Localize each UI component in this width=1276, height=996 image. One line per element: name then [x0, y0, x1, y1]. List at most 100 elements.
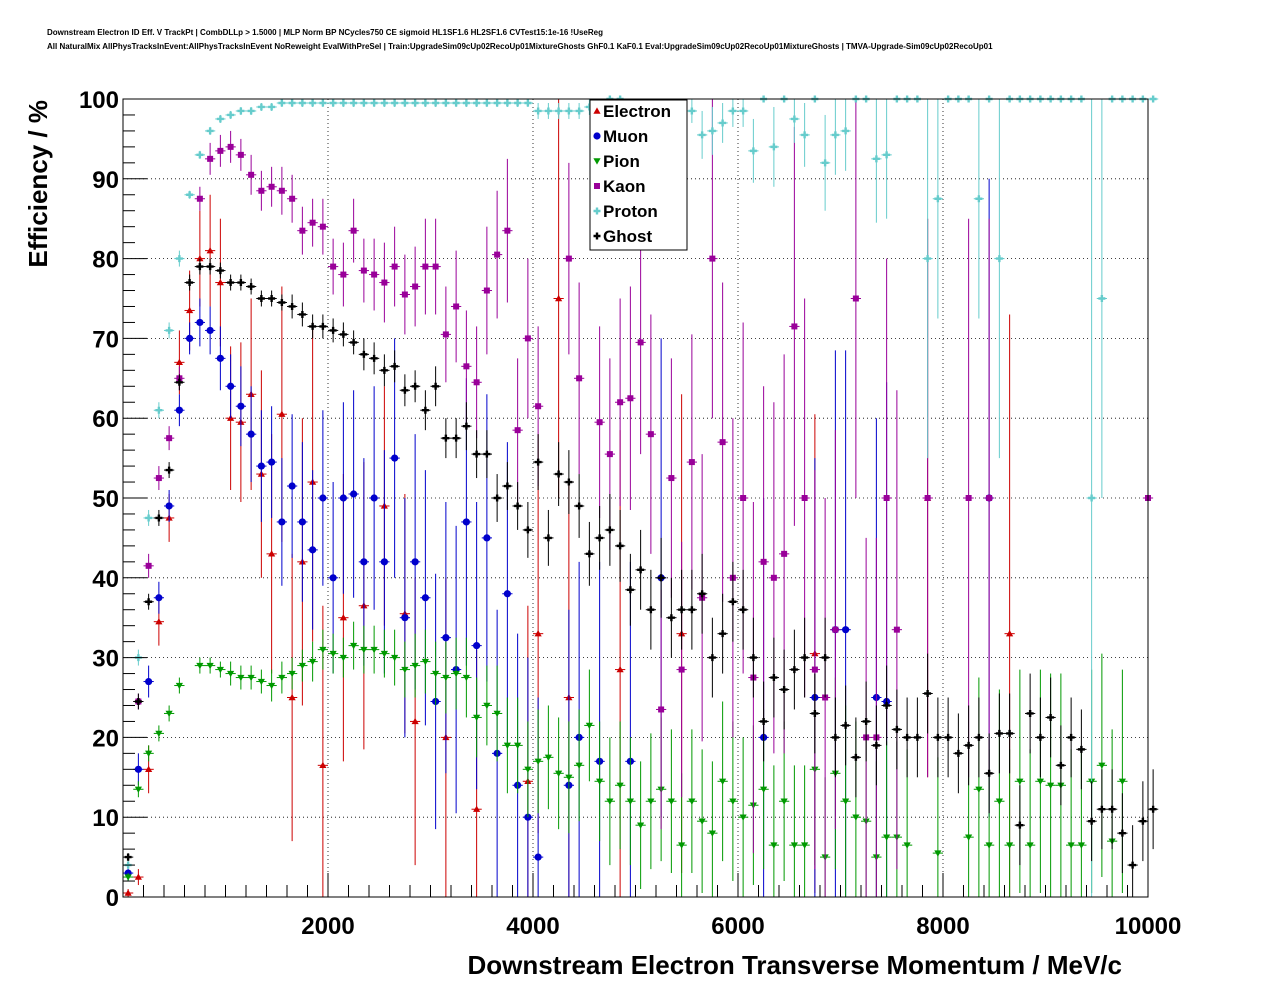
data-point [1077, 745, 1085, 753]
data-point [483, 450, 491, 458]
data-point [268, 103, 276, 111]
data-point [883, 495, 890, 501]
data-point [565, 255, 572, 262]
data-point [575, 762, 583, 769]
data-point [309, 322, 317, 330]
data-point [585, 722, 593, 730]
data-point [421, 406, 429, 414]
data-point [298, 310, 306, 318]
data-point [1118, 778, 1126, 785]
data-point [473, 642, 481, 650]
data-point [565, 107, 573, 115]
data-point [145, 514, 153, 522]
data-point [791, 323, 798, 330]
x-tick-label: 4000 [506, 913, 559, 940]
series-pion [123, 621, 1128, 897]
data-point [350, 99, 358, 107]
data-point [473, 805, 481, 812]
data-point [770, 143, 778, 151]
data-point [688, 459, 695, 466]
data-point [473, 379, 480, 386]
x-axis-title: Downstream Electron Transverse Momentum … [467, 950, 1122, 980]
data-point [534, 630, 542, 637]
data-point [227, 382, 235, 390]
data-point [862, 717, 870, 725]
data-point [166, 435, 173, 442]
data-point [206, 127, 214, 135]
data-point [1108, 805, 1116, 813]
legend-label: Electron [603, 102, 671, 121]
data-point [145, 677, 153, 686]
data-point [175, 378, 183, 386]
x-tick-label: 10000 [1115, 913, 1182, 940]
data-point [617, 399, 624, 406]
data-point [954, 749, 962, 757]
data-point [667, 798, 675, 805]
data-point [616, 665, 624, 673]
axes: 2000 4000 6000 8000 10000 0 10 20 30 40 50 60 70 80 90… [79, 87, 1181, 940]
data-point [186, 279, 194, 287]
data-point [657, 574, 665, 582]
data-point [893, 725, 901, 733]
data-point [504, 227, 511, 234]
data-point [360, 267, 367, 274]
data-point [842, 798, 850, 805]
data-point [370, 99, 378, 107]
data-point [811, 709, 819, 717]
data-point [790, 666, 798, 674]
data-point [616, 782, 624, 789]
data-point [155, 618, 163, 625]
data-point [339, 654, 347, 662]
data-point [924, 690, 932, 698]
data-point [288, 302, 296, 310]
x-tick-label: 6000 [711, 913, 764, 940]
data-point [319, 223, 326, 230]
data-point [995, 729, 1003, 737]
data-point [268, 550, 276, 557]
data-point [565, 774, 573, 781]
data-point [257, 678, 265, 686]
y-tick-label: 70 [92, 326, 119, 353]
data-point [986, 495, 993, 501]
data-point [391, 99, 399, 107]
data-point [1006, 729, 1014, 737]
data-series [123, 95, 1159, 897]
data-point [975, 733, 983, 741]
data-point [339, 330, 347, 338]
data-point [309, 219, 316, 226]
data-point [1016, 821, 1024, 829]
data-point [319, 322, 327, 330]
data-point [330, 263, 337, 270]
y-tick-label: 30 [92, 646, 119, 673]
data-point [719, 630, 727, 638]
data-point [339, 494, 347, 502]
data-point [155, 475, 162, 482]
data-point [268, 458, 276, 466]
data-point [934, 195, 942, 203]
data-point [739, 606, 747, 614]
data-point [780, 686, 788, 694]
data-point [544, 534, 552, 542]
data-point [801, 495, 808, 501]
data-point [760, 558, 767, 565]
data-point [503, 482, 511, 490]
legend: Electron Muon Pion Kaon Proton Ghost [589, 99, 688, 251]
y-axis-title: Efficiency / % [23, 100, 53, 268]
data-point [227, 111, 235, 119]
data-point [237, 107, 245, 115]
data-point [872, 155, 880, 163]
data-point [145, 750, 153, 757]
data-point [606, 451, 613, 458]
y-tick-label: 60 [92, 406, 119, 433]
data-point [380, 558, 388, 566]
data-point [667, 614, 675, 622]
data-point [524, 766, 532, 773]
data-point [145, 765, 153, 773]
data-point [278, 410, 286, 417]
data-point [391, 263, 398, 270]
data-point [206, 263, 214, 271]
data-point [452, 670, 460, 678]
data-point [381, 279, 388, 286]
data-point [248, 171, 255, 178]
